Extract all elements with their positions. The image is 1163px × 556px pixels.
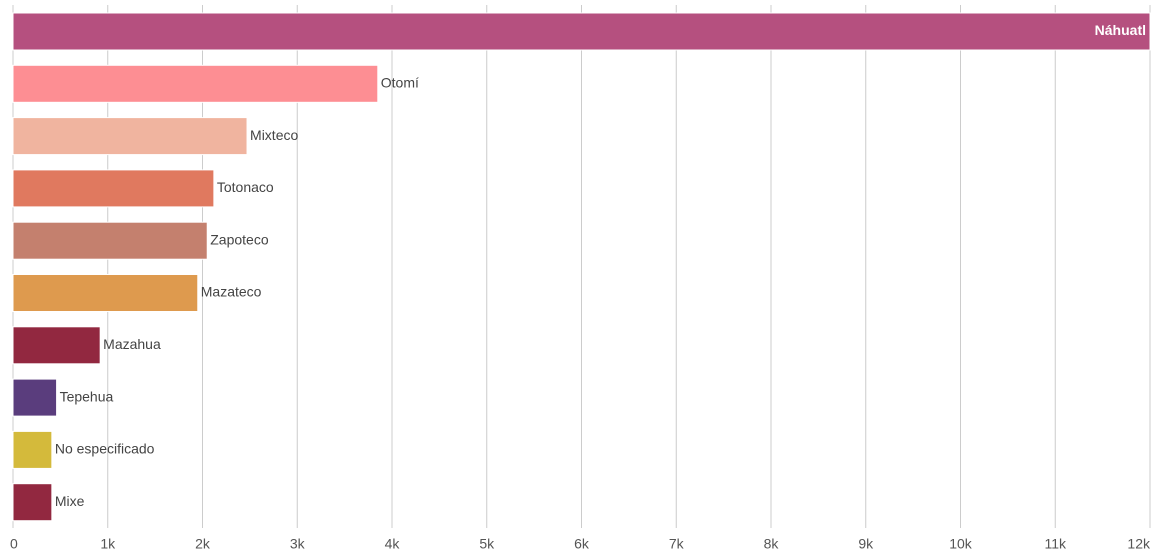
x-tick-label: 0 [10,536,18,552]
x-tick-label: 8k [764,536,780,552]
x-tick-label: 4k [385,536,401,552]
bar-label: Náhuatl [1095,22,1146,38]
x-tick-label: 11k [1044,536,1067,552]
x-tick-label: 1k [100,536,116,552]
bar-label: Tepehua [60,388,114,404]
bar-label: Mazahua [103,336,161,352]
x-tick-label: 10k [949,536,973,552]
bar-label: Otomí [381,75,419,91]
bar-label: Mazateco [201,284,262,300]
bar [12,274,199,312]
bar [12,483,53,522]
bar-label: Totonaco [217,179,274,195]
bar [12,117,248,156]
bar [12,221,208,260]
x-tick-label: 9k [858,536,874,552]
x-tick-label: 5k [479,536,495,552]
x-tick-label: 3k [290,536,306,552]
bar [12,12,1151,51]
bar [12,378,58,417]
x-tick-label: 7k [669,536,685,552]
bar-label: Mixe [55,493,85,509]
bar [12,326,101,365]
x-tick-label: 12k [1127,536,1151,552]
bar-label: Zapoteco [210,231,269,247]
bar-label: No especificado [55,441,155,457]
bar-label: Mixteco [250,127,298,143]
x-tick-label: 2k [195,536,211,552]
x-tick-label: 6k [574,536,590,552]
bar [12,64,379,103]
bar [12,169,215,208]
bar [12,430,53,469]
